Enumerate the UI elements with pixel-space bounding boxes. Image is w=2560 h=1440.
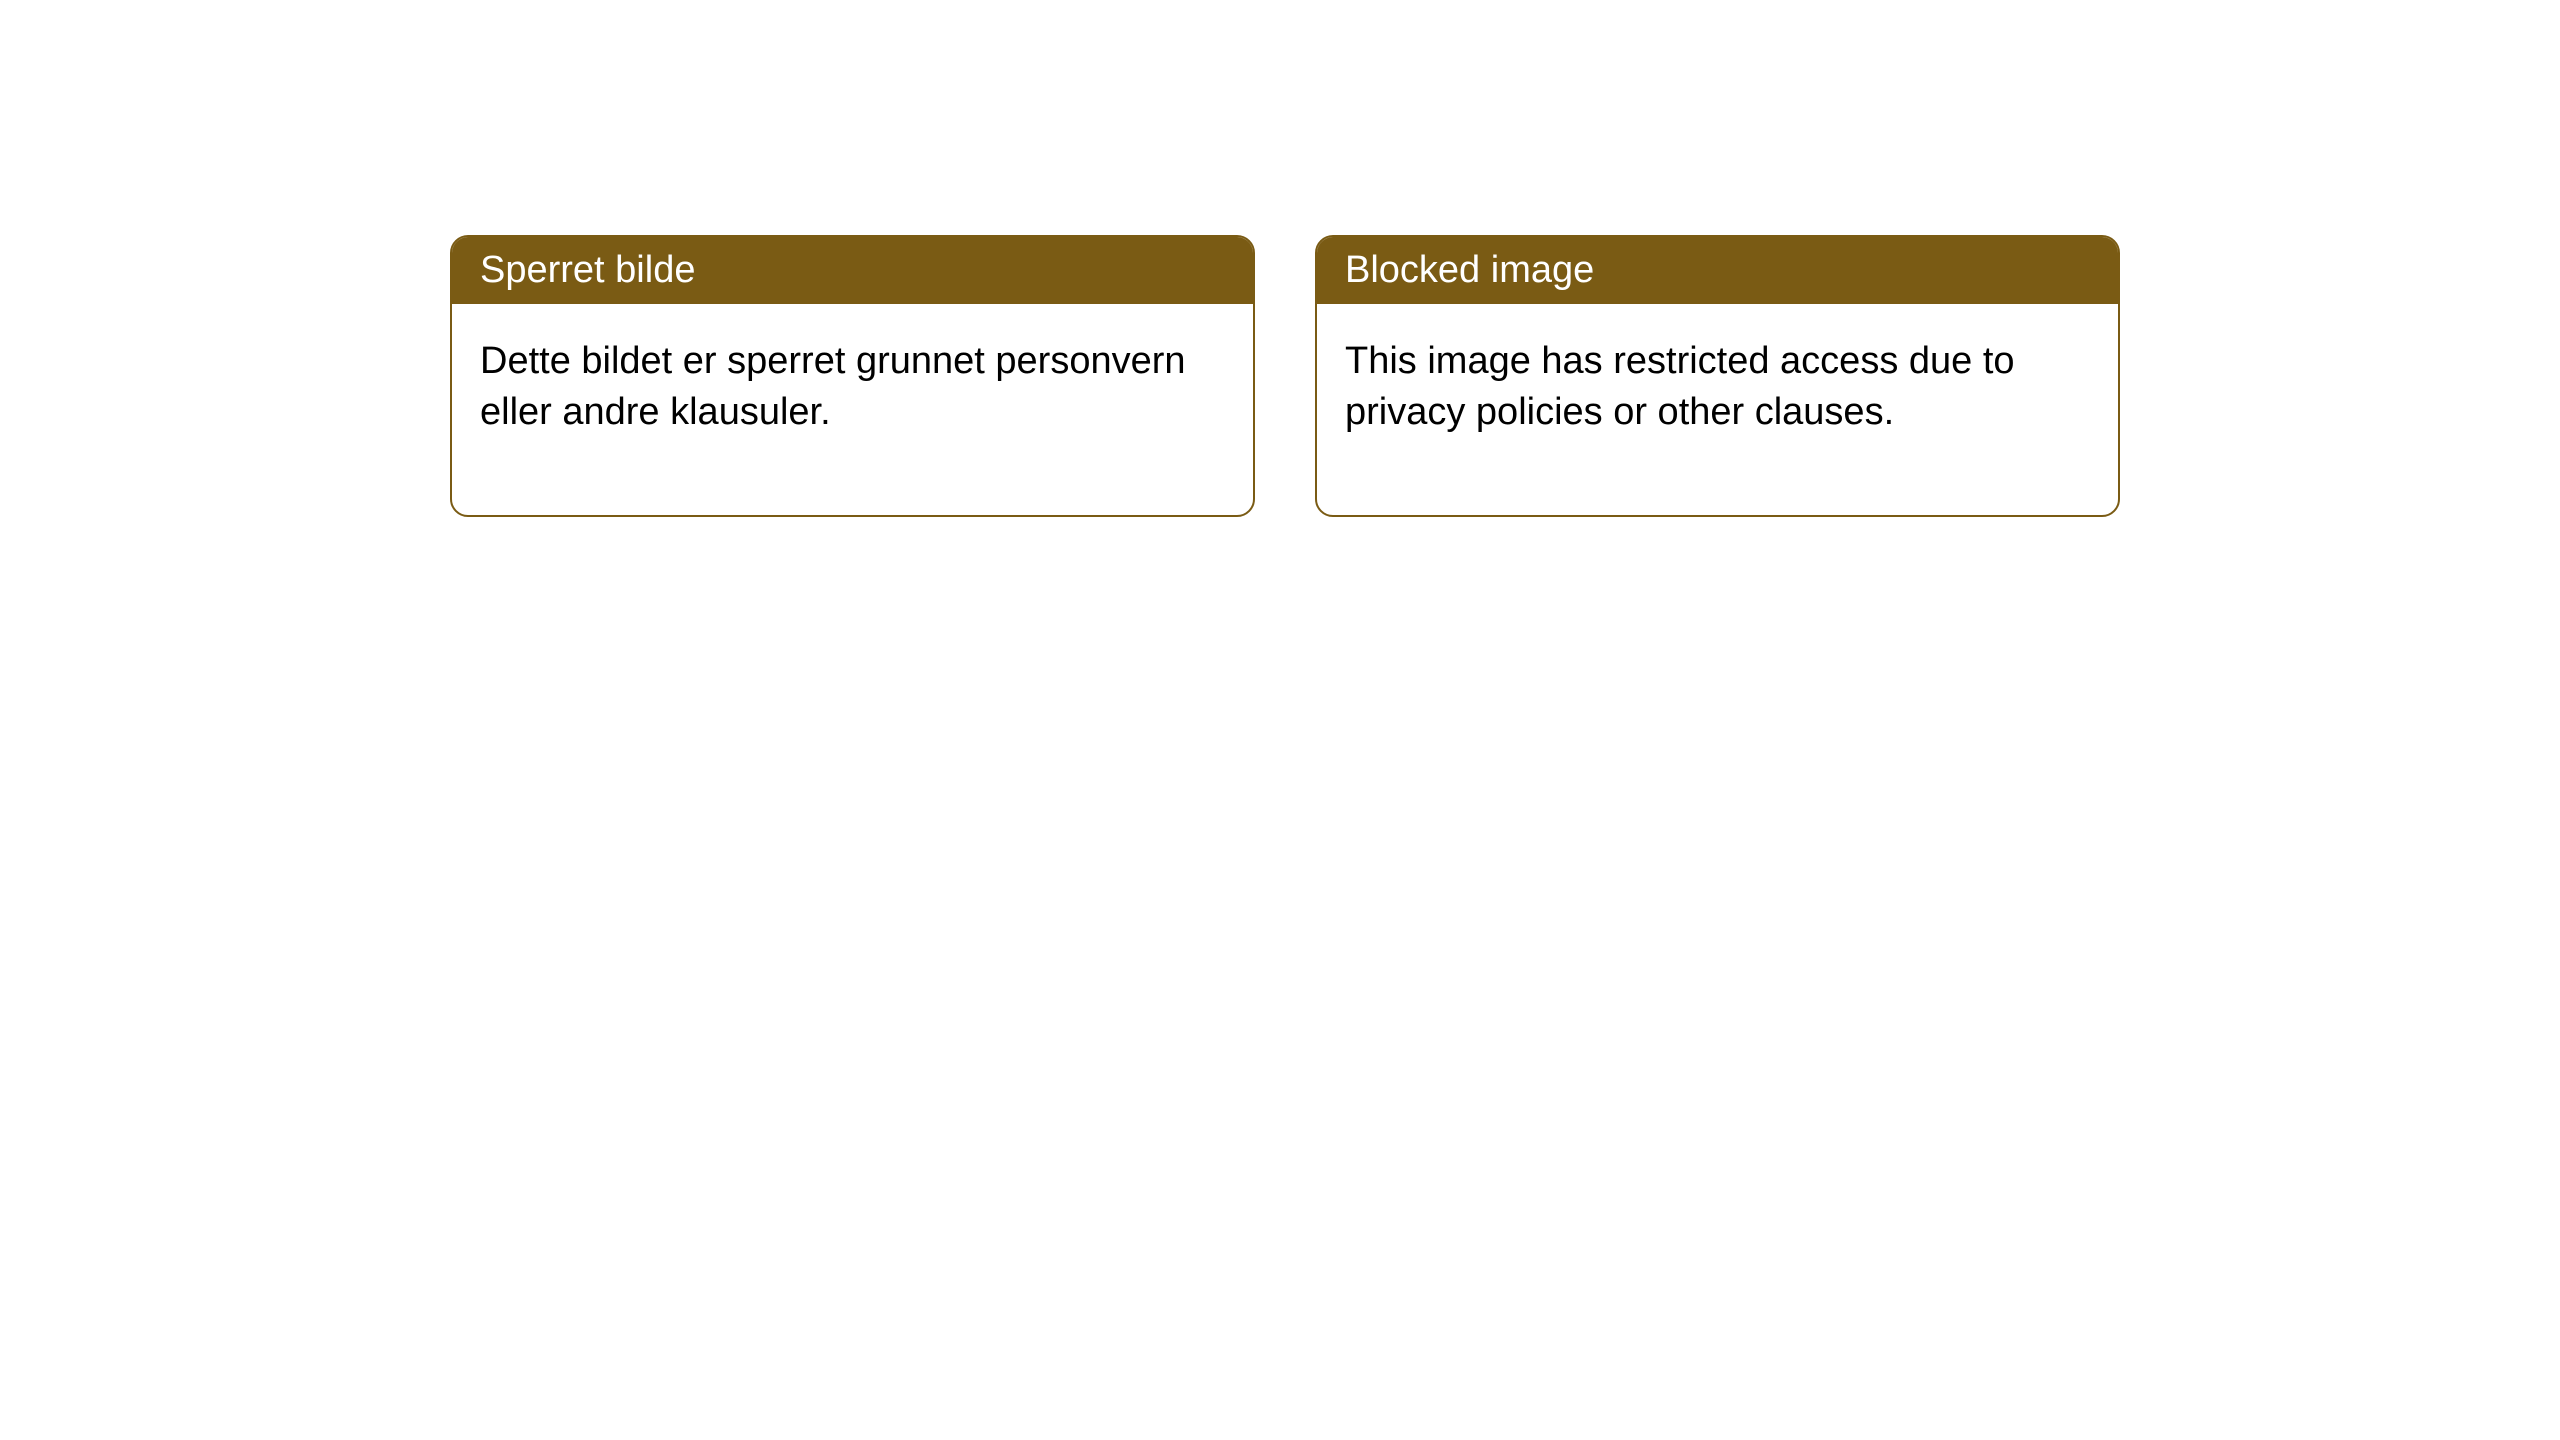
notice-card-norwegian: Sperret bilde Dette bildet er sperret gr… [450, 235, 1255, 517]
notice-card-body: Dette bildet er sperret grunnet personve… [452, 304, 1253, 515]
notice-card-header: Sperret bilde [452, 237, 1253, 304]
notice-card-body: This image has restricted access due to … [1317, 304, 2118, 515]
notice-card-english: Blocked image This image has restricted … [1315, 235, 2120, 517]
notice-container: Sperret bilde Dette bildet er sperret gr… [0, 0, 2560, 517]
notice-card-header: Blocked image [1317, 237, 2118, 304]
